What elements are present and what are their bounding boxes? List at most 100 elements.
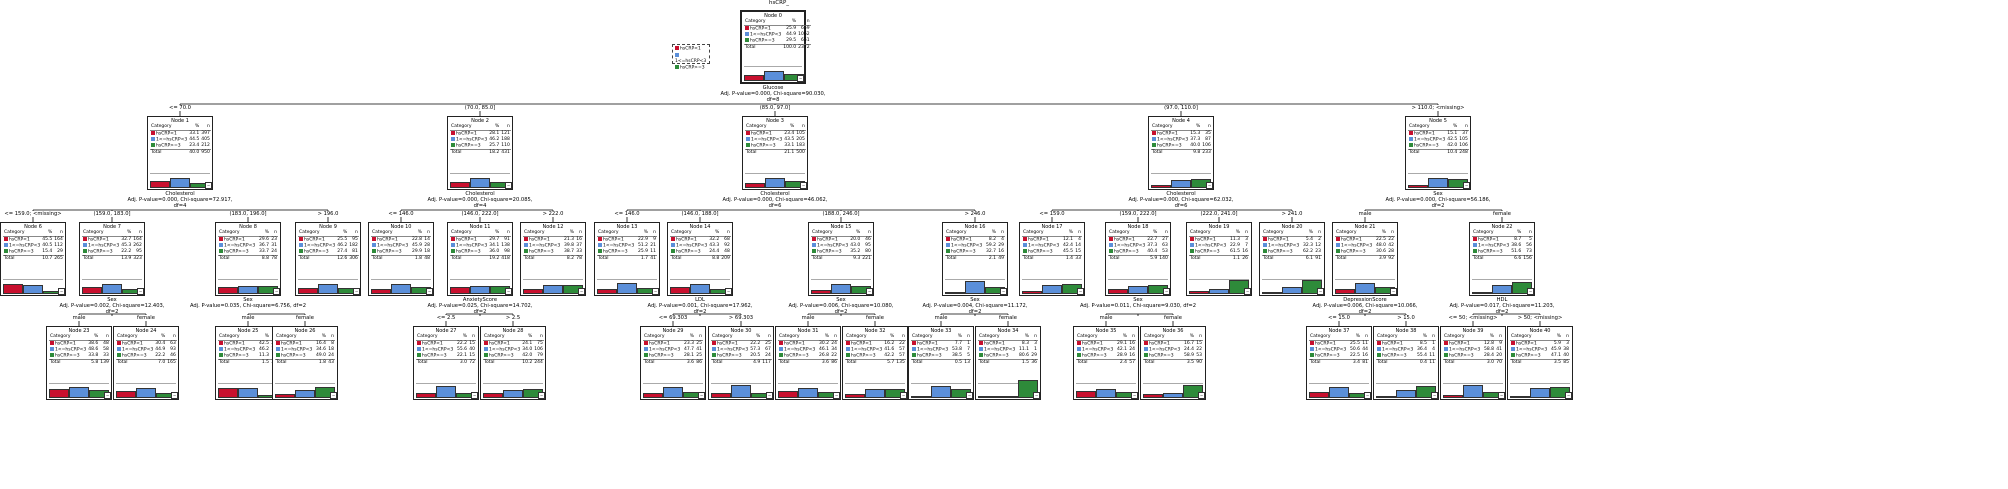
tree-node[interactable]: Node 32 Category% n hsCRP<1 16.2 22 1<=hsCRP<3… — [842, 326, 908, 400]
collapse-icon[interactable]: − — [1565, 392, 1572, 399]
tree-node[interactable]: Node 35 Category% n hsCRP<1 29.1 16 1<=hsCRP<3… — [1073, 326, 1139, 400]
tree-node[interactable]: Node 5 Category% n hsCRP<1 15.1 37 1<=hsCRP<3 4… — [1405, 116, 1471, 190]
node-bar — [978, 396, 998, 398]
collapse-icon[interactable]: − — [505, 182, 512, 189]
collapse-icon[interactable]: − — [1198, 392, 1205, 399]
edge-label: male — [1099, 315, 1113, 321]
collapse-icon[interactable]: − — [1033, 392, 1040, 399]
category-label: 1<=hsCRP<3 — [917, 347, 949, 352]
collapse-icon[interactable]: − — [426, 288, 433, 295]
tree-node[interactable]: Node 17 Category% n hsCRP<1 12.1 4 1<=hsCRP<3 4… — [1019, 222, 1085, 296]
collapse-icon[interactable]: − — [900, 392, 907, 399]
collapse-icon[interactable]: − — [1131, 392, 1138, 399]
collapse-icon[interactable]: − — [353, 288, 360, 295]
tree-node[interactable]: Node 28 Category% n hsCRP<1 24.1 75 1<=hsCRP<3… — [480, 326, 546, 400]
tree-node[interactable]: Node 31 Category% n hsCRP<1 30.2 24 1<=hsCRP<3… — [775, 326, 841, 400]
collapse-icon[interactable]: − — [505, 288, 512, 295]
category-swatch — [1263, 248, 1267, 253]
category-swatch — [417, 340, 421, 345]
collapse-icon[interactable]: − — [1463, 182, 1470, 189]
tree-node[interactable]: Node 14 Category% n hsCRP<1 32.2 68 1<=hsCRP<3… — [667, 222, 733, 296]
tree-node[interactable]: Node 4 Category% n hsCRP<1 15.3 35 1<=hsCRP<3 3… — [1148, 116, 1214, 190]
node-table-row: hsCRP<1 22.5 22 — [1335, 236, 1395, 243]
tree-node[interactable]: Node 13 Category% n hsCRP<1 22.9 9 1<=hsCRP<3 5… — [594, 222, 660, 296]
collapse-icon[interactable]: − — [471, 392, 478, 399]
tree-node[interactable]: Node 21 Category% n hsCRP<1 22.5 22 1<=hsCRP<3… — [1332, 222, 1398, 296]
collapse-icon[interactable]: − — [833, 392, 840, 399]
count-cell: 29 — [57, 248, 63, 254]
node-total-row: Total 8.8 78 — [218, 254, 278, 261]
tree-node[interactable]: Node 24 Category% n hsCRP<1 30.4 63 1<=hsCRP<3… — [113, 326, 179, 400]
category-cell: hsCRP<1 — [1151, 130, 1189, 137]
node-bar — [1472, 292, 1492, 294]
tree-node[interactable]: Node 15 Category% n hsCRP<1 20.0 46 1<=hsCRP<3… — [808, 222, 874, 296]
category-swatch — [644, 346, 648, 351]
collapse-icon[interactable]: − — [1077, 288, 1084, 295]
collapse-icon[interactable]: − — [652, 288, 659, 295]
tree-node[interactable]: Node 11 Category% n hsCRP<1 29.7 91 1<=hsCRP<3… — [447, 222, 513, 296]
tree-node[interactable]: Node 12 Category% n hsCRP<1 21.3 16 1<=hsCRP<3… — [520, 222, 586, 296]
tree-node[interactable]: Node 26 Category% n hsCRP<1 16.4 8 1<=hsCRP<3 3… — [272, 326, 338, 400]
tree-node[interactable]: Node 3 Category% n hsCRP<1 23.4 105 1<=hsCRP<3… — [742, 116, 808, 190]
collapse-icon[interactable]: − — [578, 288, 585, 295]
tree-node[interactable]: Node 33 Category% n hsCRP<1 7.7 1 1<=hsCRP<3 53… — [908, 326, 974, 400]
collapse-icon[interactable]: − — [171, 392, 178, 399]
tree-node[interactable]: Node 1 Category% n hsCRP<1 33.1 397 1<=hsCRP<3… — [147, 116, 213, 190]
collapse-icon[interactable]: − — [698, 392, 705, 399]
percent-cell: 16.7 — [1183, 340, 1194, 346]
tree-node[interactable]: Node 38 Category% n hsCRP<1 8.5 1 1<=hsCRP<3 36… — [1373, 326, 1439, 400]
tree-node[interactable]: Node 40 Category% n hsCRP<1 5.9 3 1<=hsCRP<3 45… — [1507, 326, 1573, 400]
collapse-icon[interactable]: − — [725, 288, 732, 295]
collapse-icon[interactable]: − — [766, 392, 773, 399]
collapse-icon[interactable]: − — [538, 392, 545, 399]
collapse-icon[interactable]: − — [966, 392, 973, 399]
tree-node[interactable]: Node 0 Category% n hsCRP<1 25.9 659 1<=hsCRP<3… — [740, 10, 811, 84]
tree-node[interactable]: Node 30 Category% n hsCRP<1 22.2 25 1<=hsCRP<3… — [708, 326, 774, 400]
node-title: Node 7 — [103, 224, 121, 230]
collapse-icon[interactable]: − — [1527, 288, 1534, 295]
collapse-icon[interactable]: − — [1364, 392, 1371, 399]
tree-node[interactable]: Node 23 Category% n hsCRP<1 38.6 48 1<=hsCRP<3… — [46, 326, 112, 400]
tree-node[interactable]: Node 7 Category% n hsCRP<1 32.7 164 1<=hsCRP<3… — [79, 222, 145, 296]
tree-node[interactable]: Node 6 Category% n hsCRP<1 45.5 164 1<=hsCRP<3… — [0, 222, 66, 296]
collapse-icon[interactable]: − — [58, 288, 65, 295]
count-cell: 79 — [537, 352, 543, 358]
collapse-icon[interactable]: − — [1206, 182, 1213, 189]
node-table-row: hsCRP>=3 26.8 22 — [778, 352, 838, 360]
tree-node[interactable]: Node 25Category%nhsCRP<142.5211<=hsCRP<3… — [215, 326, 281, 400]
collapse-icon[interactable]: − — [1431, 392, 1438, 399]
tree-node[interactable]: Node 9 Category% n hsCRP<1 25.5 95 1<=hsCRP<3 4… — [295, 222, 361, 296]
collapse-icon[interactable]: − — [1163, 288, 1170, 295]
collapse-icon[interactable]: − — [1000, 288, 1007, 295]
tree-node[interactable]: Node 16 Category% n hsCRP<1 8.2 4 1<=hsCRP<3 59… — [942, 222, 1008, 296]
header-cell: n — [1360, 334, 1369, 341]
total-percent: 3.4 — [1348, 358, 1361, 365]
tree-node[interactable]: Node 37 Category% n hsCRP<1 25.5 11 1<=hsCRP<3… — [1306, 326, 1372, 400]
collapse-icon[interactable]: − — [800, 182, 807, 189]
collapse-icon[interactable]: − — [1498, 392, 1505, 399]
tree-node[interactable]: Node 36 Category% n hsCRP<1 16.7 15 1<=hsCRP<3… — [1140, 326, 1206, 400]
collapse-icon[interactable]: − — [205, 182, 212, 189]
tree-node[interactable]: Node 34 Category% n hsCRP<1 8.3 3 1<=hsCRP<3 11… — [975, 326, 1041, 400]
count-cell: 41 — [1496, 346, 1502, 352]
node-table-header: Category%n — [711, 334, 772, 341]
tree-node[interactable]: Node 29 Category% n hsCRP<1 23.3 25 1<=hsCRP<3… — [640, 326, 706, 400]
collapse-icon[interactable]: − — [1317, 288, 1324, 295]
tree-node[interactable]: Node 18 Category% n hsCRP<1 22.7 27 1<=hsCRP<3… — [1105, 222, 1171, 296]
tree-node[interactable]: Node 19 Category% n hsCRP<1 11.3 3 1<=hsCRP<3 2… — [1186, 222, 1252, 296]
collapse-icon[interactable]: − — [273, 288, 280, 295]
collapse-icon[interactable]: − — [330, 392, 337, 399]
tree-node[interactable]: Node 22 Category% n hsCRP<1 8.7 5 1<=hsCRP<3 38… — [1469, 222, 1535, 296]
collapse-icon[interactable]: − — [1244, 288, 1251, 295]
tree-node[interactable]: Node 27 Category% n hsCRP<1 22.2 15 1<=hsCRP<3… — [413, 326, 479, 400]
collapse-icon[interactable]: − — [866, 288, 873, 295]
collapse-icon[interactable]: − — [797, 75, 804, 82]
collapse-icon[interactable]: − — [1390, 288, 1397, 295]
tree-node[interactable]: Node 20 Category% n hsCRP<1 5.4 2 1<=hsCRP<3 32… — [1259, 222, 1325, 296]
tree-node[interactable]: Node 39 Category% n hsCRP<1 12.8 9 1<=hsCRP<3 5… — [1440, 326, 1506, 400]
collapse-icon[interactable]: − — [137, 288, 144, 295]
tree-node[interactable]: Node 2 Category% n hsCRP<1 28.1 121 1<=hsCRP<3… — [447, 116, 513, 190]
collapse-icon[interactable]: − — [104, 392, 111, 399]
tree-node[interactable]: Node 10 Category% n hsCRP<1 22.8 14 1<=hsCRP<3… — [368, 222, 434, 296]
tree-node[interactable]: Node 8 Category% n hsCRP<1 29.6 23 1<=hsCRP<3 3… — [215, 222, 281, 296]
